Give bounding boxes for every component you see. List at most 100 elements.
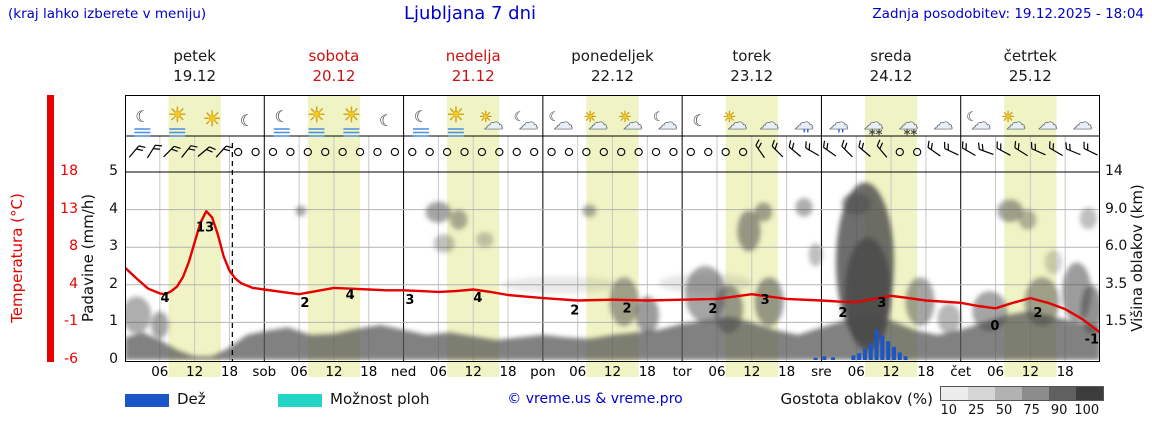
svg-text:čet: čet [950,364,971,380]
svg-text:☾: ☾ [966,110,978,125]
svg-text:tor: tor [673,364,693,380]
svg-text:06: 06 [848,364,865,380]
svg-text:'': '' [802,127,809,141]
svg-text:☁: ☁ [1038,110,1058,134]
svg-text:'': '' [837,127,844,141]
temp-tick: 8 [69,238,78,255]
scale-block [968,387,995,400]
svg-text:2: 2 [622,301,631,316]
svg-text:12: 12 [186,364,203,380]
svg-text:sob: sob [252,364,276,380]
cloud-tick: 9.0 [1105,200,1128,217]
svg-text:☁: ☁ [794,110,814,134]
svg-text:☀: ☀ [203,107,222,131]
svg-text:06: 06 [430,364,447,380]
scale-tick-label: 25 [968,403,985,418]
temperature-axis-bar [47,95,54,362]
svg-text:18: 18 [639,364,656,380]
svg-text:12: 12 [325,364,342,380]
svg-text:☁: ☁ [933,110,953,134]
scale-block [1022,387,1049,400]
svg-text:ned: ned [391,364,416,380]
svg-text:☁: ☁ [898,110,918,134]
precip-tick: 4 [109,200,118,217]
svg-text:3: 3 [877,296,886,311]
precip-tick: 1 [109,313,118,330]
svg-text:12: 12 [1022,364,1039,380]
cloud-tick: 14 [1105,163,1123,179]
day-name: četrtek [1003,47,1057,65]
rain-bars [813,329,908,360]
svg-text:4: 4 [161,291,170,306]
showers-legend-swatch [278,394,322,407]
precipitation-axis-label: Padavine (mm/h) [79,193,97,323]
svg-text:☁: ☁ [1073,110,1093,134]
svg-text:18: 18 [360,364,377,380]
day-name: petek [173,47,216,65]
day-date: 21.12 [451,67,495,85]
svg-text:18: 18 [778,364,795,380]
svg-text:18: 18 [499,364,516,380]
wind-row [128,139,1098,159]
svg-text:06: 06 [151,364,168,380]
cloud-density-scale [940,386,1104,401]
temp-tick: 13 [60,200,78,217]
svg-text:☾: ☾ [548,110,560,125]
svg-text:06: 06 [987,364,1004,380]
rain-legend-swatch [125,394,169,407]
scale-tick-label: 75 [1023,403,1040,418]
svg-text:06: 06 [291,364,308,380]
day-name: sreda [870,47,912,65]
day-name: ponedeljek [571,47,654,65]
svg-text:☁: ☁ [971,110,991,134]
svg-text:☀: ☀ [479,108,492,126]
svg-text:☁: ☁ [553,110,573,134]
scale-block [1076,387,1103,400]
svg-text:☾: ☾ [514,110,526,125]
scale-tick-label: 50 [995,403,1013,418]
day-header-nedelja: nedelja 21.12 [404,46,543,88]
svg-text:2: 2 [838,306,847,321]
x-axis-labels: 06 12 18 sob 06 12 18 ned 06 12 18 pon 06 12 18 tor 06 12… [151,364,1074,380]
chart-frame [125,95,1100,362]
day-header-petek: petek 19.12 [125,46,264,88]
svg-text:18: 18 [1057,364,1074,380]
svg-text:☾: ☾ [414,107,428,126]
day-name: nedelja [445,47,501,65]
precip-tick: 2 [109,275,118,292]
svg-text:☀: ☀ [583,108,596,126]
svg-text:-1: -1 [1085,333,1099,348]
svg-text:18: 18 [917,364,934,380]
svg-text:☀: ☀ [618,108,631,126]
cloud-density-legend-label: Gostota oblakov (%) [780,390,933,408]
svg-text:☁: ☁ [623,110,643,134]
scale-block [1049,387,1076,400]
day-header-ponedeljek: ponedeljek 22.12 [543,46,682,88]
day-header-četrtek: četrtek 25.12 [961,46,1100,88]
svg-text:☾: ☾ [379,111,393,130]
svg-text:12: 12 [465,364,482,380]
day-date: 19.12 [173,67,217,85]
svg-text:☁: ☁ [1006,110,1026,134]
svg-text:☁: ☁ [588,110,608,134]
svg-text:☁: ☁ [727,110,747,134]
scale-tick-label: 100 [1074,403,1100,418]
weather-icons-row: ☾ ☀ ☀ ☾ ☾ ☀ ☀ ☾ ☾ ☀ ☀☁ ☾☁ ☾☁ ☀☁ ☀☁ ☾☁ ☾ ☀☁ ☁ ☁'' ☁'' ☁**☁**☁ ☾… [134,103,1093,143]
svg-text:3: 3 [405,293,414,308]
cloud-tick: 6.0 [1105,238,1128,255]
precip-tick: 5 [109,163,118,179]
rain-legend-label: Dež [177,390,206,408]
day-date: 23.12 [730,67,774,85]
svg-text:18: 18 [221,364,238,380]
svg-text:☁: ☁ [518,110,538,134]
temp-tick: -6 [64,351,78,367]
day-header-sobota: sobota 20.12 [264,46,403,88]
precip-tick: 3 [109,238,118,255]
svg-text:☾: ☾ [135,107,149,126]
cloud-height-axis-label: Višina oblakov (km) [1128,184,1146,332]
scale-block [995,387,1022,400]
svg-text:☾: ☾ [653,110,665,125]
copyright-link[interactable]: © vreme.us & vreme.pro [507,391,683,407]
